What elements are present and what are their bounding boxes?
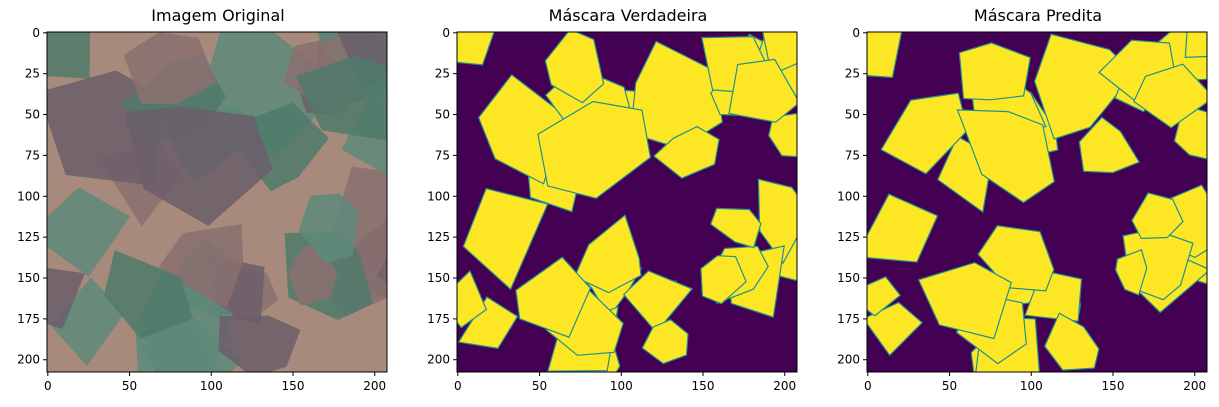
x-tick-label: 150 bbox=[282, 379, 305, 393]
x-tick-label: 0 bbox=[44, 379, 52, 393]
x-tick-label: 50 bbox=[942, 379, 957, 393]
y-tick-label: 100 bbox=[427, 189, 450, 203]
x-tick-label: 200 bbox=[773, 379, 796, 393]
y-tick-label: 0 bbox=[852, 26, 860, 40]
mask-field bbox=[544, 32, 605, 104]
mask-field bbox=[700, 255, 747, 305]
image-region bbox=[47, 268, 85, 330]
axes-panel: 0 50 100 150 200 0 25 50 75 100 125 150 175 200 bbox=[837, 26, 1208, 393]
y-tick-label: 0 bbox=[442, 26, 450, 40]
image-region bbox=[296, 55, 387, 141]
mask-field bbox=[867, 193, 939, 263]
mask-field bbox=[1133, 63, 1207, 129]
y-tick-label: 25 bbox=[25, 67, 40, 81]
x-tick-label: 100 bbox=[1020, 379, 1043, 393]
y-tick-label: 200 bbox=[17, 353, 40, 367]
y-tick-label: 75 bbox=[435, 148, 450, 162]
y-tick-label: 75 bbox=[845, 148, 860, 162]
x-tick-label: 50 bbox=[532, 379, 547, 393]
mask-field bbox=[652, 125, 720, 179]
y-tick-label: 0 bbox=[32, 26, 40, 40]
panel-predicted-mask: Máscara Predita bbox=[820, 0, 1219, 407]
mask-field bbox=[1078, 116, 1141, 174]
axes-frame bbox=[866, 31, 1208, 373]
x-tick-label: 0 bbox=[454, 379, 462, 393]
mask-field bbox=[622, 270, 694, 334]
y-tick-label: 125 bbox=[837, 230, 860, 244]
y-tick-label: 25 bbox=[435, 67, 450, 81]
x-tick-label: 0 bbox=[864, 379, 872, 393]
mask-field bbox=[956, 109, 1055, 204]
y-tick-label: 200 bbox=[837, 353, 860, 367]
mask-field bbox=[1044, 312, 1100, 371]
image-region bbox=[47, 187, 131, 277]
x-tick-label: 200 bbox=[1183, 379, 1206, 393]
image-region bbox=[47, 32, 91, 79]
mask-field bbox=[1131, 192, 1184, 240]
x-tick-label: 50 bbox=[122, 379, 137, 393]
y-tick-label: 175 bbox=[17, 312, 40, 326]
mask-field bbox=[457, 269, 488, 329]
image-region bbox=[331, 166, 387, 285]
y-tick-label: 100 bbox=[837, 189, 860, 203]
mask-field bbox=[641, 319, 689, 365]
y-tick-label: 50 bbox=[25, 108, 40, 122]
x-tick-label: 100 bbox=[610, 379, 633, 393]
panel-true-mask: Máscara Verdadeira bbox=[410, 0, 810, 407]
y-tick-label: 150 bbox=[837, 271, 860, 285]
image-region bbox=[104, 250, 193, 339]
x-tick-label: 150 bbox=[692, 379, 715, 393]
mask-field bbox=[867, 301, 923, 357]
mask-field bbox=[867, 32, 903, 79]
mask-field bbox=[457, 32, 495, 66]
axes-panel: 0 50 100 150 200 0 25 50 75 100 125 150 175 200 bbox=[427, 26, 798, 393]
mask-field bbox=[462, 187, 549, 291]
y-tick-label: 150 bbox=[17, 271, 40, 285]
axes-frame bbox=[456, 31, 798, 373]
image-region bbox=[124, 106, 273, 226]
image-area bbox=[457, 32, 797, 372]
mask-field bbox=[958, 42, 1031, 101]
mask-field bbox=[1184, 32, 1207, 59]
mask-field bbox=[917, 261, 1013, 340]
mask-field bbox=[1115, 249, 1148, 296]
panel-title: Máscara Verdadeira bbox=[548, 6, 708, 25]
mask-field bbox=[457, 296, 519, 350]
x-tick-label: 200 bbox=[363, 379, 386, 393]
y-tick-label: 75 bbox=[25, 148, 40, 162]
mask-field bbox=[515, 256, 592, 338]
axes-panel: 0 50 100 150 200 0 25 50 75 100 125 150 175 200 bbox=[17, 26, 388, 393]
y-tick-label: 125 bbox=[427, 230, 450, 244]
x-tick-label: 150 bbox=[1102, 379, 1125, 393]
mask-field bbox=[1033, 33, 1135, 140]
image-region bbox=[50, 277, 125, 366]
y-tick-label: 125 bbox=[17, 230, 40, 244]
mask-field bbox=[709, 207, 762, 249]
image-area bbox=[47, 32, 387, 372]
axes-frame bbox=[46, 31, 388, 373]
y-tick-label: 100 bbox=[17, 189, 40, 203]
mask-field bbox=[867, 276, 902, 317]
panel-title: Máscara Predita bbox=[973, 6, 1103, 25]
y-tick-label: 175 bbox=[427, 312, 450, 326]
x-tick-label: 100 bbox=[200, 379, 223, 393]
y-tick-label: 50 bbox=[845, 108, 860, 122]
y-tick-label: 50 bbox=[435, 108, 450, 122]
mask-field bbox=[757, 178, 797, 265]
panel-original: Imagem Original bbox=[0, 0, 400, 407]
mask-field bbox=[728, 58, 797, 123]
image-region bbox=[218, 315, 301, 372]
image-area bbox=[867, 32, 1207, 372]
image-region bbox=[298, 193, 359, 264]
image-region bbox=[123, 32, 217, 105]
panel-title: Imagem Original bbox=[151, 6, 285, 25]
mask-field bbox=[768, 112, 797, 158]
y-tick-label: 175 bbox=[837, 312, 860, 326]
y-tick-label: 25 bbox=[845, 67, 860, 81]
mask-field bbox=[573, 214, 642, 294]
y-tick-label: 150 bbox=[427, 271, 450, 285]
mask-field bbox=[537, 100, 652, 199]
y-tick-label: 200 bbox=[427, 353, 450, 367]
